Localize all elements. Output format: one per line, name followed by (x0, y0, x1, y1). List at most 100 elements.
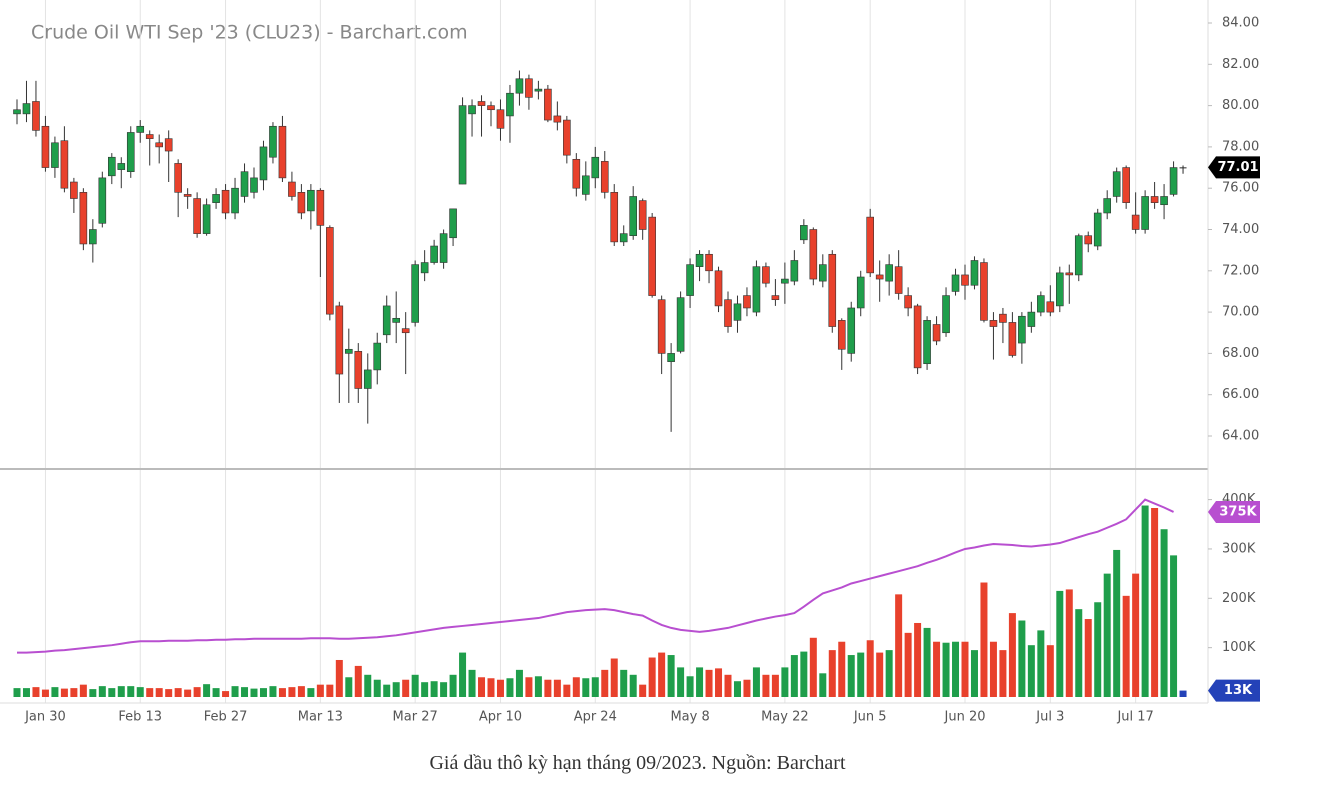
volume-bar (79, 684, 87, 697)
volume-bar (98, 686, 106, 697)
y2-tick-label: 200K (1222, 591, 1256, 606)
candle-body (79, 192, 88, 245)
candle-body (961, 274, 969, 286)
volume-bar (212, 688, 220, 697)
last-price-tag: 77.01 (1217, 160, 1258, 175)
volume-bar (326, 684, 334, 697)
volume-bar (989, 641, 997, 697)
candle-body (373, 342, 382, 371)
volume-bar (402, 679, 410, 697)
volume-bar (392, 682, 400, 697)
volume-bar (174, 688, 182, 697)
candle-body (1065, 272, 1074, 276)
volume-tag: 13K (1224, 683, 1253, 698)
volume-bar (184, 689, 192, 697)
volume-bar (1151, 507, 1159, 697)
candle-body (1027, 311, 1036, 327)
x-tick-label: Apr 24 (574, 710, 617, 725)
candle-body (1122, 167, 1130, 203)
candle-body (51, 142, 59, 168)
candle-body (800, 225, 808, 241)
volume-bar (1075, 609, 1083, 697)
volume-bar (364, 674, 372, 697)
volume-bar (648, 657, 656, 697)
volume-bar (819, 673, 827, 697)
candle-body (563, 119, 571, 156)
candle-body (221, 189, 230, 214)
candle-body (837, 320, 846, 350)
candle-body (1112, 171, 1121, 197)
volume-bar (1113, 549, 1121, 697)
volume-bar (677, 667, 685, 697)
volume-bar (620, 669, 628, 697)
volume-bar (1037, 630, 1045, 697)
volume-bar (269, 686, 277, 697)
candle-body (752, 266, 761, 313)
volume-bar (307, 688, 315, 697)
x-tick-label: Apr 10 (479, 710, 522, 725)
candle-body (733, 303, 742, 321)
candle-body (866, 216, 875, 274)
candle-body (41, 125, 50, 168)
candle-body (477, 101, 486, 106)
volume-bar (809, 637, 817, 697)
volume-bar (411, 674, 419, 697)
volume-bar (1018, 620, 1026, 697)
candle-body (231, 187, 239, 214)
volume-bar (89, 689, 97, 697)
volume-bar (914, 622, 922, 697)
volume-bar (354, 665, 362, 697)
candle-body (202, 204, 211, 234)
candle-body (382, 305, 391, 336)
average-tag: 375K (1219, 504, 1257, 519)
volume-bar (515, 669, 523, 697)
volume-bar (70, 688, 78, 697)
candle-body (1008, 322, 1017, 356)
candle-body (667, 353, 675, 362)
candle-body (638, 200, 647, 230)
volume-bar (923, 627, 931, 697)
y-tick-label: 70.00 (1222, 305, 1259, 320)
volume-bar (629, 674, 637, 697)
volume-bar (222, 691, 230, 697)
chart: Crude Oil WTI Sep '23 (CLU23) - Barchart… (0, 0, 1260, 725)
average-tag-bg (1208, 500, 1260, 523)
volume-bar (866, 640, 874, 697)
y-tick-label: 84.00 (1222, 16, 1259, 31)
y2-tick-label: 100K (1222, 640, 1256, 655)
candle-body (904, 295, 912, 309)
candle-body (430, 245, 438, 263)
candle-body (155, 142, 163, 148)
candle-body (894, 266, 903, 294)
candle-body (307, 189, 315, 212)
candle-body (117, 163, 126, 170)
candle-body (1074, 235, 1083, 276)
volume-bar (885, 650, 893, 697)
volume-bar (13, 688, 21, 697)
volume-bar (658, 652, 666, 697)
volume-bar (193, 687, 201, 697)
volume-bar (127, 686, 135, 697)
x-tick-label: Jun 20 (944, 710, 986, 725)
candle-body (581, 175, 590, 195)
volume-bar (838, 641, 846, 697)
candle-body (487, 105, 495, 111)
candle-body (89, 229, 97, 245)
volume-bar (231, 686, 239, 697)
volume-bar (904, 632, 912, 697)
candle-body (676, 297, 685, 352)
volume-bar (895, 594, 903, 697)
candle-body (335, 305, 344, 375)
candle-body (108, 156, 116, 177)
candle-body (212, 194, 220, 203)
volume-bar (1084, 619, 1092, 697)
candle-body (240, 171, 249, 197)
candle-body (1093, 212, 1102, 247)
candle-body (629, 196, 638, 236)
candle-body (183, 194, 192, 197)
volume-bar (1008, 613, 1016, 697)
candle-body (1037, 295, 1045, 313)
volume-bar (563, 684, 571, 697)
candle-body (1046, 301, 1055, 313)
